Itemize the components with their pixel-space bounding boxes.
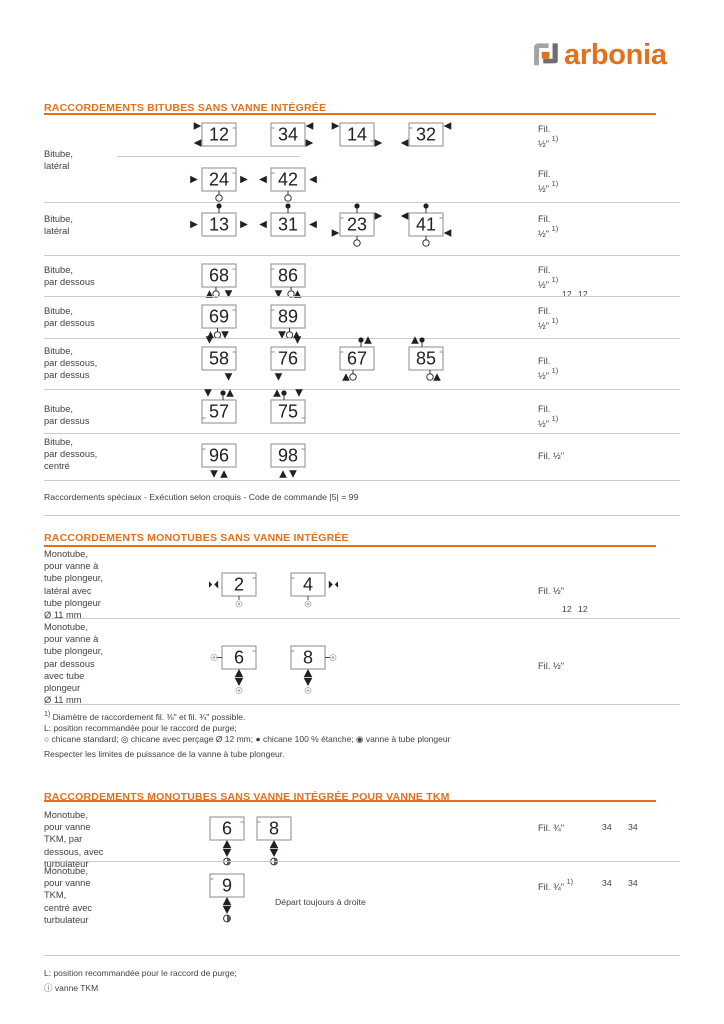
svg-text:32: 32 (416, 125, 436, 145)
svg-text:67: 67 (347, 349, 367, 369)
svg-text:98: 98 (278, 446, 298, 466)
svg-text:34: 34 (278, 125, 298, 145)
svg-text:58: 58 (209, 349, 229, 369)
svg-text:23: 23 (347, 215, 367, 235)
svg-text:85: 85 (416, 349, 436, 369)
svg-text:89: 89 (278, 307, 298, 327)
svg-text:4: 4 (303, 575, 313, 595)
svg-text:75: 75 (278, 402, 298, 422)
svg-text:41: 41 (416, 215, 436, 235)
svg-text:8: 8 (303, 648, 313, 668)
svg-text:42: 42 (278, 170, 298, 190)
svg-text:13: 13 (209, 215, 229, 235)
svg-text:14: 14 (347, 125, 367, 145)
svg-text:69: 69 (209, 307, 229, 327)
svg-text:57: 57 (209, 402, 229, 422)
svg-text:68: 68 (209, 266, 229, 286)
svg-text:8: 8 (269, 819, 279, 839)
svg-text:76: 76 (278, 349, 298, 369)
svg-text:96: 96 (209, 446, 229, 466)
svg-text:86: 86 (278, 266, 298, 286)
svg-text:31: 31 (278, 215, 298, 235)
svg-text:6: 6 (222, 819, 232, 839)
svg-text:2: 2 (234, 575, 244, 595)
svg-text:24: 24 (209, 170, 229, 190)
svg-text:9: 9 (222, 876, 232, 896)
svg-text:12: 12 (209, 125, 229, 145)
svg-text:6: 6 (234, 648, 244, 668)
